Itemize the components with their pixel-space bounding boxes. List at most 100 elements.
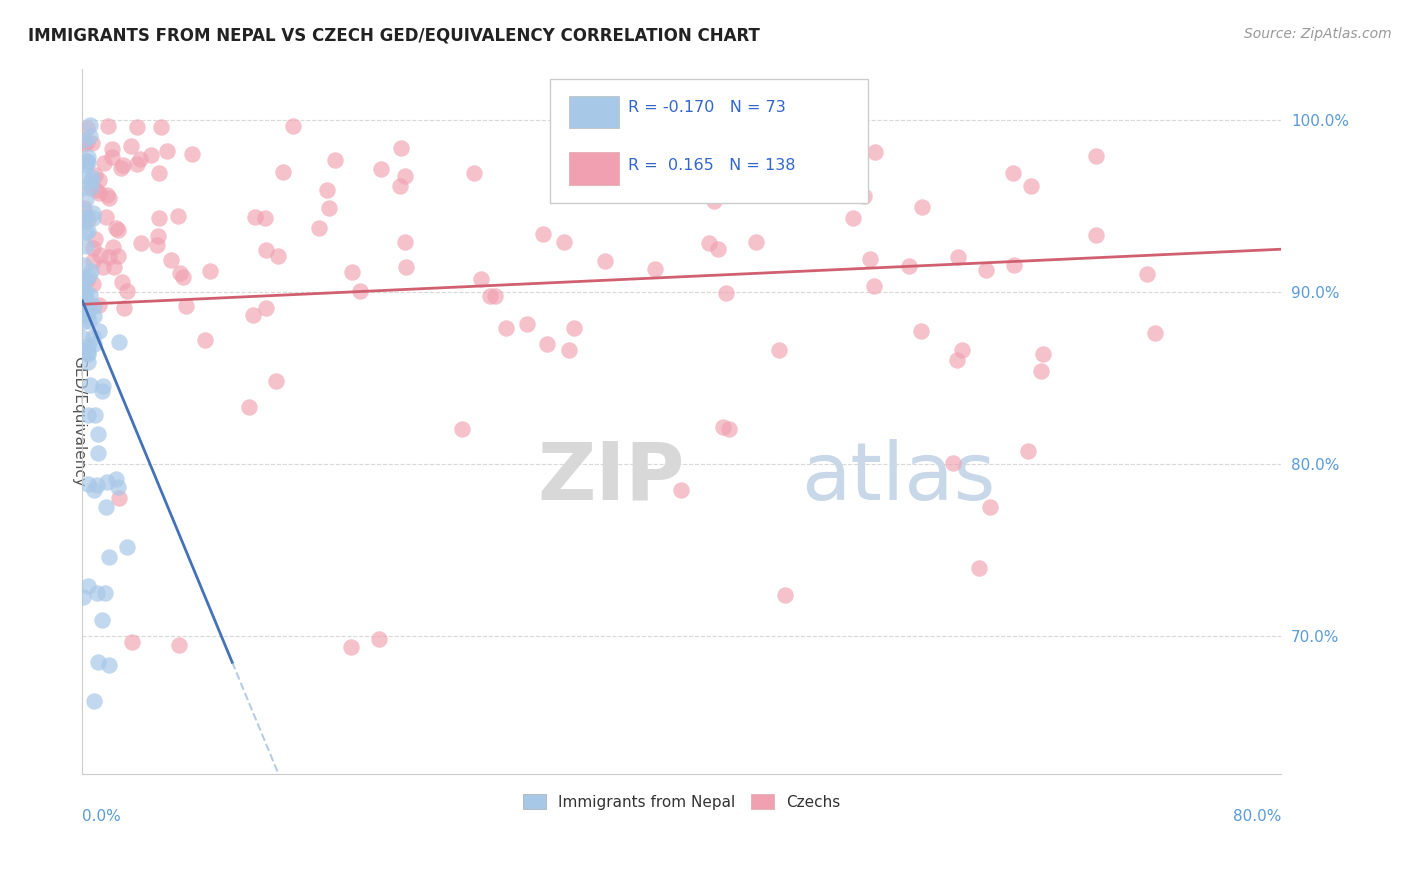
Point [72, 276, 94, 290]
Point [967, 561, 990, 575]
Point [86, 478, 108, 492]
Point [112, 158, 135, 172]
Point [89, 298, 111, 312]
Point [610, 144, 633, 158]
Point [107, 480, 129, 494]
Point [697, 236, 720, 251]
Point [76, 121, 98, 136]
Point [125, 156, 148, 170]
Point [80, 181, 103, 195]
Point [83, 336, 105, 351]
Point [84, 183, 107, 197]
Point [174, 299, 197, 313]
Point [80, 174, 103, 188]
Point [516, 317, 538, 331]
Point [108, 491, 131, 506]
Point [91, 613, 114, 627]
Point [94, 586, 117, 600]
Point [349, 284, 371, 298]
Point [104, 221, 127, 235]
Point [129, 152, 152, 166]
Text: atlas: atlas [801, 439, 995, 516]
Point [139, 148, 162, 162]
Point [75, 154, 97, 169]
Point [72, 590, 94, 604]
Point [84, 408, 107, 422]
Point [950, 343, 973, 358]
Point [167, 639, 190, 653]
Point [1019, 179, 1042, 194]
Point [451, 422, 474, 436]
Point [76, 135, 98, 149]
Point [863, 279, 886, 293]
Point [479, 289, 502, 303]
Point [1032, 347, 1054, 361]
Point [93, 156, 115, 170]
Point [73, 133, 96, 147]
Point [1084, 227, 1107, 242]
Point [254, 301, 277, 315]
Point [243, 210, 266, 224]
Point [394, 235, 416, 250]
Point [669, 483, 692, 498]
Point [83, 309, 105, 323]
Point [97, 191, 120, 205]
Point [463, 166, 485, 180]
Point [693, 177, 716, 191]
Point [73, 213, 96, 227]
Point [842, 211, 865, 225]
Point [72, 331, 94, 345]
Point [181, 146, 204, 161]
Point [942, 456, 965, 470]
Point [97, 120, 120, 134]
Point [87, 426, 110, 441]
Point [79, 288, 101, 302]
Legend: Immigrants from Nepal, Czechs: Immigrants from Nepal, Czechs [517, 788, 846, 816]
Point [703, 194, 725, 208]
Point [77, 300, 100, 314]
Point [73, 284, 96, 298]
Point [1136, 267, 1159, 281]
Point [96, 210, 118, 224]
Point [77, 213, 100, 227]
Point [72, 136, 94, 151]
Point [83, 299, 105, 313]
Point [117, 284, 139, 298]
Point [340, 264, 363, 278]
Point [470, 271, 492, 285]
Point [101, 150, 124, 164]
Point [946, 353, 969, 368]
Point [148, 166, 170, 180]
Point [77, 314, 100, 328]
Point [370, 162, 392, 177]
Point [77, 579, 100, 593]
Point [111, 276, 134, 290]
Point [96, 187, 118, 202]
Point [148, 211, 170, 226]
Point [96, 475, 118, 489]
Point [76, 153, 98, 168]
Point [91, 260, 114, 275]
Point [910, 324, 932, 338]
Point [707, 242, 730, 256]
Point [859, 252, 882, 266]
Point [558, 343, 581, 358]
Point [75, 305, 97, 319]
Point [711, 420, 734, 434]
Point [83, 168, 105, 182]
Point [533, 227, 555, 241]
Point [77, 155, 100, 169]
Point [395, 260, 418, 275]
Point [80, 264, 103, 278]
Point [553, 235, 575, 249]
Point [98, 550, 121, 565]
Point [1001, 166, 1024, 180]
Point [194, 333, 217, 347]
Point [75, 158, 97, 172]
Text: IMMIGRANTS FROM NEPAL VS CZECH GED/EQUIVALENCY CORRELATION CHART: IMMIGRANTS FROM NEPAL VS CZECH GED/EQUIV… [28, 27, 761, 45]
Point [83, 483, 105, 497]
Point [911, 200, 934, 214]
Point [242, 309, 264, 323]
Point [75, 306, 97, 320]
Point [72, 344, 94, 359]
